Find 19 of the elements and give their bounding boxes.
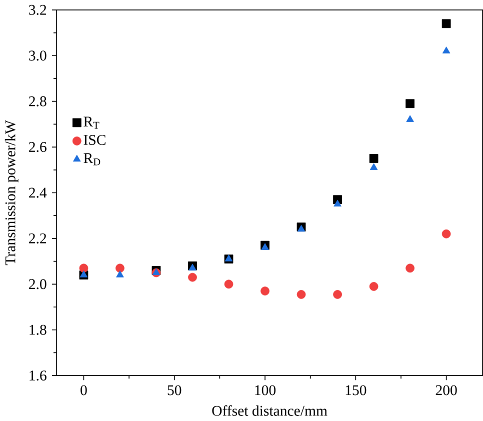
x-tick-label: 200 [436,385,457,396]
y-tick-label: 2.8 [29,96,46,106]
x-tick-label: 50 [168,385,182,396]
y-tick-label: 2.6 [29,142,46,152]
legend-label: R$_{D}$ [84,153,100,166]
x-tick-label: 150 [346,385,366,396]
y-tick-label: 2.2 [29,234,46,244]
y-tick-label: 2.4 [29,188,47,198]
x-tick-label: 100 [255,385,276,396]
y-tick-label: 1.6 [30,370,46,381]
y-tick-label: 3.0 [29,50,46,61]
y-tick-label: 3.2 [29,5,46,16]
y-tick-label: 1.8 [30,324,46,336]
legend-label: R$_{T}$ [84,116,100,129]
y-axis-title: Transmission power/kW [4,120,18,266]
legend-label: ISC [84,135,106,146]
x-tick-label: 0 [80,385,87,396]
y-tick-label: 2.0 [29,279,46,290]
x-axis-title: Offset distance/mm [212,405,328,416]
